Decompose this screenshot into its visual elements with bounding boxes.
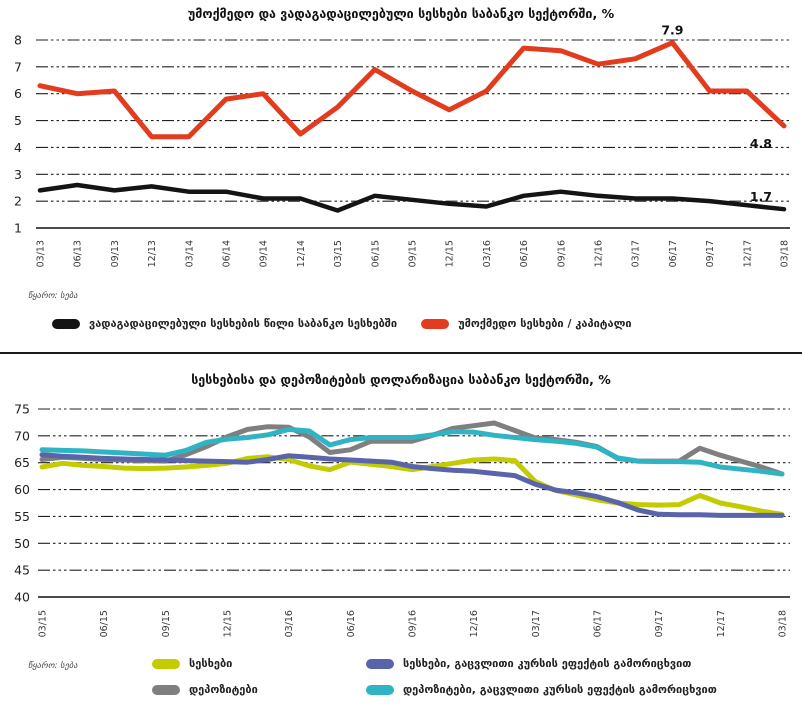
- bottom-chart-title: სესხებისა და დეპოზიტების დოლარიზაცია საბ…: [191, 372, 611, 387]
- bottom-chart-source: წყარო: სება: [28, 661, 78, 671]
- svg-text:03/16: 03/16: [482, 240, 493, 267]
- svg-text:5: 5: [14, 113, 22, 128]
- svg-text:40: 40: [14, 590, 30, 605]
- legend-label: უმოქმედო სესხები / კაპიტალი: [458, 317, 632, 330]
- svg-text:8: 8: [14, 33, 22, 48]
- legend-label: სესხები: [189, 657, 233, 670]
- svg-text:4: 4: [14, 140, 22, 155]
- svg-text:45: 45: [14, 563, 30, 578]
- svg-text:03/15: 03/15: [333, 240, 344, 267]
- svg-text:03/17: 03/17: [631, 240, 642, 267]
- svg-text:09/17: 09/17: [654, 610, 665, 637]
- svg-text:60: 60: [14, 482, 30, 497]
- svg-text:09/15: 09/15: [161, 610, 172, 637]
- data-label: 7.9: [661, 23, 683, 38]
- data-label: 4.8: [750, 136, 772, 151]
- svg-text:09/17: 09/17: [705, 240, 716, 267]
- svg-text:65: 65: [14, 455, 30, 470]
- svg-text:70: 70: [14, 428, 30, 443]
- legend-chip: [152, 658, 180, 669]
- bottom-chart-legend: სესხები სესხები, გაცვლითი კურსის ეფექტის …: [152, 657, 717, 696]
- svg-text:06/16: 06/16: [346, 610, 357, 637]
- legend-label: დეპოზიტები, გაცვლითი კურსის ეფექტის გამო…: [403, 683, 717, 696]
- svg-text:12/13: 12/13: [147, 240, 158, 267]
- section-divider: [0, 352, 802, 354]
- legend-chip: [421, 318, 450, 329]
- legend-chip: [366, 684, 394, 695]
- legend-chip: [366, 658, 394, 669]
- legend-label: ვადაგადაცილებული სესხების წილი საბანკო ს…: [89, 317, 398, 330]
- svg-text:03/18: 03/18: [780, 240, 791, 267]
- svg-text:03/14: 03/14: [184, 240, 195, 267]
- svg-text:12/15: 12/15: [223, 610, 234, 637]
- svg-text:03/15: 03/15: [38, 610, 49, 637]
- top-chart-title: უმოქმედო და ვადაგადაცილებული სესხები საბ…: [187, 6, 615, 21]
- svg-text:03/18: 03/18: [778, 610, 789, 637]
- svg-text:75: 75: [14, 402, 30, 417]
- legend-item: დეპოზიტები: [152, 683, 366, 696]
- svg-text:09/16: 09/16: [408, 610, 419, 637]
- svg-text:50: 50: [14, 536, 30, 551]
- svg-text:06/14: 06/14: [222, 240, 233, 267]
- legend-chip: [152, 684, 180, 695]
- legend-item: დეპოზიტები, გაცვლითი კურსის ეფექტის გამო…: [366, 683, 717, 696]
- svg-text:06/17: 06/17: [668, 240, 679, 267]
- svg-text:7: 7: [14, 59, 22, 74]
- svg-text:12/16: 12/16: [469, 610, 480, 637]
- legend-item: უმოქმედო სესხები / კაპიტალი: [421, 317, 632, 330]
- data-label: 1.7: [750, 189, 772, 204]
- svg-text:03/13: 03/13: [36, 240, 47, 267]
- svg-text:12/15: 12/15: [445, 240, 456, 267]
- legend-chip: [52, 318, 80, 329]
- svg-text:06/15: 06/15: [370, 240, 381, 267]
- svg-text:12/16: 12/16: [594, 240, 605, 267]
- svg-text:55: 55: [14, 509, 30, 524]
- top-chart-legend: ვადაგადაცილებული სესხების წილი საბანკო ს…: [52, 317, 632, 330]
- svg-text:2: 2: [14, 194, 22, 209]
- svg-text:12/17: 12/17: [716, 610, 727, 637]
- svg-text:06/16: 06/16: [519, 240, 530, 267]
- svg-text:09/15: 09/15: [408, 240, 419, 267]
- svg-text:03/16: 03/16: [284, 610, 295, 637]
- legend-item: სესხები: [152, 657, 366, 670]
- svg-text:09/14: 09/14: [259, 240, 270, 267]
- top-chart-source: წყარო: სება: [28, 291, 78, 301]
- svg-text:09/13: 09/13: [110, 240, 121, 267]
- legend-item: სესხები, გაცვლითი კურსის ეფექტის გამორიც…: [366, 657, 717, 670]
- svg-text:3: 3: [14, 167, 22, 182]
- legend-label: სესხები, გაცვლითი კურსის ეფექტის გამორიც…: [403, 657, 692, 670]
- svg-text:1: 1: [14, 221, 22, 236]
- svg-text:06/17: 06/17: [593, 610, 604, 637]
- svg-text:09/16: 09/16: [556, 240, 567, 267]
- svg-text:6: 6: [14, 86, 22, 101]
- legend-label: დეპოზიტები: [189, 683, 258, 696]
- svg-text:06/13: 06/13: [73, 240, 84, 267]
- svg-text:06/15: 06/15: [99, 610, 110, 637]
- svg-text:12/17: 12/17: [742, 240, 753, 267]
- svg-text:12/14: 12/14: [296, 240, 307, 267]
- legend-item: ვადაგადაცილებული სესხების წილი საბანკო ს…: [52, 317, 397, 330]
- svg-text:03/17: 03/17: [531, 610, 542, 637]
